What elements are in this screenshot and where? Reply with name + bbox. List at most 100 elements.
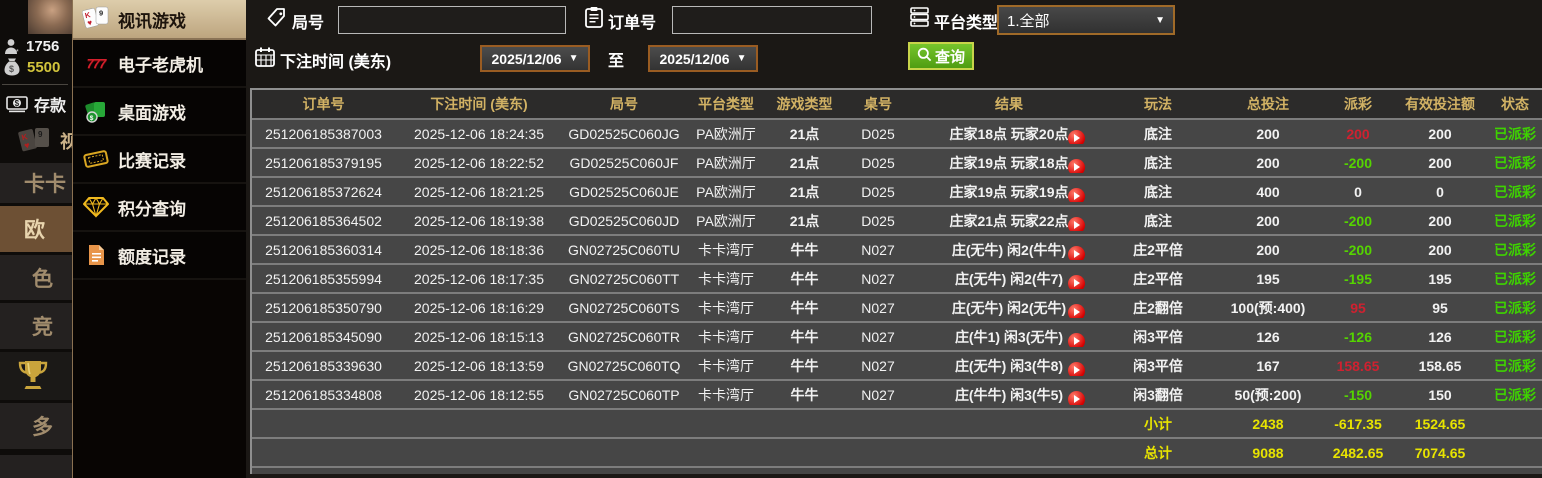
result-text: 庄家19点 玩家18点 [949,154,1069,171]
svg-text:K: K [84,10,92,20]
table-row: 251206185379195 2025-12-06 18:22:52 GD02… [252,149,1542,178]
cell-payout: -126 [1343,328,1373,345]
table-row: 251206185334808 2025-12-06 18:12:55 GN02… [252,381,1542,410]
cell-round-no: GN02725C060TP [568,386,680,403]
cash-icon: $ [6,95,28,113]
subtotal-valid-bet: 1524.65 [1414,415,1466,432]
menu-item-video-games[interactable]: K ♥ 9 视讯游戏 [73,0,246,40]
search-button[interactable]: 查询 [908,42,975,70]
menu-item-quota-records[interactable]: 额度记录 [73,232,246,280]
user-id-row: * 1756 [4,38,59,55]
lobby-item-tournament[interactable] [0,352,72,400]
table-row: 251206185387003 2025-12-06 18:24:35 GD02… [252,120,1542,149]
date-from-picker[interactable]: 2025/12/06 ▼ [480,45,590,72]
cell-order-no: 251206185364502 [265,212,382,229]
cell-order-no: 251206185372624 [265,183,382,200]
date-to-picker[interactable]: 2025/12/06 ▼ [648,45,758,72]
video-section-row[interactable]: K ♥ 9 视 [16,124,78,158]
replay-button[interactable] [1068,303,1085,318]
lobby-item-se[interactable]: 色 [0,255,72,300]
menu-item-points-query[interactable]: 积分查询 [73,184,246,232]
cell-status: 已派彩 [1494,328,1536,345]
replay-button[interactable] [1068,390,1085,405]
cell-valid-bet: 150 [1428,386,1452,403]
cell-total-bet: 200 [1256,212,1280,229]
cell-valid-bet: 0 [1436,183,1444,200]
replay-button[interactable] [1068,245,1085,260]
deposit-item[interactable]: $ 存款 [6,92,66,116]
menu-item-label: 额度记录 [118,247,186,267]
result-text: 庄家18点 玩家20点 [949,125,1069,142]
platform-select[interactable]: 1.全部 ▼ [997,5,1175,35]
sidebar-divider [2,84,68,85]
cell-play-type: 底注 [1144,212,1172,229]
table-games-icon: $ [81,98,111,124]
table-header-row: 订单号 下注时间 (美东) 局号 平台类型 游戏类型 桌号 结果 玩法 总投注 … [252,90,1542,120]
cell-round-no: GD02525C060JG [568,125,680,142]
cell-order-no: 251206185339630 [265,357,382,374]
cell-payout: -200 [1343,154,1373,171]
lobby-item-jing[interactable]: 竞 [0,303,72,349]
cell-status: 已派彩 [1494,125,1536,142]
user-avatar[interactable] [28,0,72,34]
svg-text:K: K [21,132,29,142]
result-text: 庄(无牛) 闲2(无牛) [951,299,1067,316]
chevron-down-icon: ▼ [736,53,747,64]
cell-order-no: 251206185345090 [265,328,382,345]
cell-table-no: N027 [861,386,895,403]
replay-button[interactable] [1068,158,1085,173]
replay-button[interactable] [1068,187,1085,202]
lobby-item-partial [0,455,72,478]
cell-round-no: GN02725C060TS [568,299,680,316]
cell-round-no: GD02525C060JE [569,183,679,200]
cell-bet-time: 2025-12-06 18:18:36 [414,241,544,258]
cards-icon: K ♥ 9 [16,124,54,158]
cell-table-no: D025 [861,154,895,171]
cell-status: 已派彩 [1494,270,1536,287]
table-row: 251206185360314 2025-12-06 18:18:36 GN02… [252,236,1542,265]
person-icon: * [4,38,21,55]
cell-result: 庄家19点 玩家18点 [914,153,1104,173]
chevron-down-icon: ▼ [1155,14,1165,26]
col-header-status: 状态 [1501,96,1529,112]
chevron-down-icon: ▼ [568,53,579,64]
cell-play-type: 底注 [1144,154,1172,171]
menu-item-table-games[interactable]: $ 桌面游戏 [73,88,246,136]
replay-button[interactable] [1068,274,1085,289]
svg-text:$: $ [15,99,20,108]
cell-bet-time: 2025-12-06 18:22:52 [414,154,544,171]
col-header-platform: 平台类型 [698,96,754,112]
slot-777-icon: 777 [86,55,107,71]
replay-button[interactable] [1068,361,1085,376]
subtotal-payout: -617.35 [1334,415,1382,432]
round-no-label: 局号 [292,15,325,32]
replay-button[interactable] [1068,332,1085,347]
cell-play-type: 底注 [1144,125,1172,142]
cell-table-no: D025 [861,183,895,200]
cell-platform: 卡卡湾厅 [698,357,754,374]
order-no-input[interactable] [672,6,872,34]
cell-payout: -195 [1343,270,1373,287]
lobby-item-kaka[interactable]: 卡卡 [0,163,72,203]
cell-order-no: 251206185350790 [265,299,382,316]
total-row: 总计 9088 2482.65 7074.65 [252,439,1542,468]
menu-item-match-records[interactable]: 比赛记录 [73,136,246,184]
lobby-item-duo[interactable]: 多 [0,403,72,449]
col-header-table-no: 桌号 [864,96,892,112]
cell-play-type: 底注 [1144,183,1172,200]
lobby-item-europe[interactable]: 欧 [0,206,72,252]
replay-button[interactable] [1068,129,1085,144]
cell-round-no: GD02525C060JF [569,154,679,171]
col-header-play-type: 玩法 [1144,96,1172,112]
round-no-input[interactable] [338,6,566,34]
cell-table-no: N027 [861,357,895,374]
cell-status: 已派彩 [1494,212,1536,229]
to-label: 至 [608,53,625,70]
replay-button[interactable] [1068,216,1085,231]
menu-item-slots[interactable]: 777 电子老虎机 [73,40,246,88]
cell-platform: PA欧洲厅 [696,154,756,171]
cell-game-type: 牛牛 [790,299,819,316]
result-text: 庄家19点 玩家19点 [949,183,1069,200]
svg-text:$: $ [9,64,14,74]
cell-result: 庄(无牛) 闲3(牛8) [914,356,1104,376]
